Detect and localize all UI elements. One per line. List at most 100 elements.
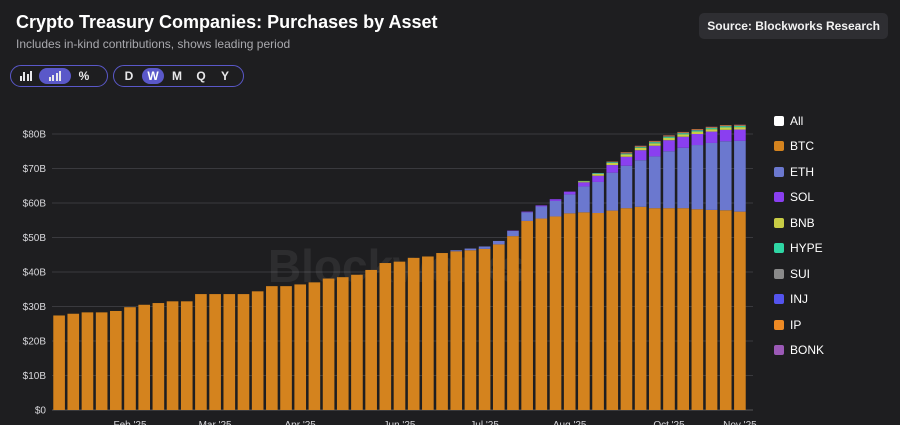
bar-segment-hype[interactable] (606, 162, 619, 163)
bar-segment-btc[interactable] (521, 220, 533, 410)
bar-segment-btc[interactable] (535, 218, 548, 410)
bar-segment-btc[interactable] (507, 236, 519, 410)
bar-segment-bnb[interactable] (592, 174, 604, 176)
bar-segment-ip[interactable] (705, 126, 718, 128)
bar-segment-eth[interactable] (663, 151, 675, 209)
bar-segment-sol[interactable] (705, 131, 718, 143)
bar-segment-btc[interactable] (322, 278, 335, 410)
bar-segment-sol[interactable] (620, 156, 633, 166)
bar-segment-hype[interactable] (719, 126, 732, 128)
bar-segment-btc[interactable] (719, 210, 732, 410)
bar-segment-bnb[interactable] (719, 127, 732, 130)
bar-segment-eth[interactable] (606, 172, 619, 211)
bar-segment-sol[interactable] (535, 205, 548, 207)
bar-segment-bnb[interactable] (663, 137, 675, 141)
bar-segment-ip[interactable] (677, 132, 689, 133)
bar-segment-ip[interactable] (648, 141, 661, 142)
bar-segment-btc[interactable] (166, 301, 179, 410)
bar-segment-hype[interactable] (705, 128, 718, 130)
bar-segment-eth[interactable] (492, 240, 505, 245)
bar-segment-sol[interactable] (592, 175, 604, 182)
bar-segment-eth[interactable] (507, 230, 519, 237)
legend-item-inj[interactable]: INJ (774, 287, 824, 313)
bar-segment-btc[interactable] (422, 256, 434, 410)
bar-segment-btc[interactable] (152, 303, 165, 410)
bar-segment-btc[interactable] (294, 284, 307, 410)
bar-segment-sol[interactable] (734, 129, 746, 141)
bar-segment-btc[interactable] (95, 312, 108, 410)
bar-view-button[interactable] (15, 68, 37, 84)
bar-segment-btc[interactable] (663, 208, 675, 410)
bar-segment-sol[interactable] (663, 140, 675, 152)
bar-segment-eth[interactable] (705, 142, 718, 210)
bar-segment-bnb[interactable] (677, 134, 689, 137)
bar-segment-bnb[interactable] (691, 131, 704, 134)
bar-segment-btc[interactable] (705, 209, 718, 410)
bar-segment-bnb[interactable] (606, 162, 619, 166)
period-button-m[interactable]: M (172, 69, 182, 83)
bar-segment-btc[interactable] (251, 291, 264, 410)
period-button-d[interactable]: D (124, 69, 134, 83)
bar-segment-btc[interactable] (606, 210, 619, 410)
bar-segment-bnb[interactable] (578, 181, 590, 183)
bar-segment-btc[interactable] (677, 208, 689, 410)
bar-segment-btc[interactable] (351, 274, 363, 410)
bar-segment-btc[interactable] (308, 282, 321, 410)
bar-segment-eth[interactable] (634, 160, 647, 207)
bar-segment-bnb[interactable] (734, 127, 746, 130)
bar-segment-sol[interactable] (521, 211, 533, 213)
bar-segment-btc[interactable] (393, 261, 406, 410)
bar-segment-sol[interactable] (578, 182, 590, 187)
bar-segment-btc[interactable] (280, 286, 292, 410)
bar-segment-sol[interactable] (691, 134, 704, 146)
bar-segment-sol[interactable] (606, 165, 619, 173)
bar-segment-eth[interactable] (677, 147, 689, 209)
bar-segment-eth[interactable] (648, 156, 661, 209)
bar-segment-btc[interactable] (180, 301, 193, 410)
bar-segment-btc[interactable] (734, 211, 746, 411)
legend-item-btc[interactable]: BTC (774, 134, 824, 160)
bar-segment-btc[interactable] (478, 248, 491, 410)
bar-segment-btc[interactable] (266, 286, 278, 410)
bar-segment-eth[interactable] (521, 212, 533, 221)
legend-item-sol[interactable]: SOL (774, 185, 824, 211)
legend-item-sui[interactable]: SUI (774, 261, 824, 287)
bar-segment-eth[interactable] (719, 141, 732, 211)
bar-segment-bnb[interactable] (705, 129, 718, 132)
period-button-q[interactable]: Q (196, 69, 206, 83)
bar-segment-btc[interactable] (67, 313, 80, 410)
bar-segment-btc[interactable] (237, 294, 250, 410)
bar-segment-btc[interactable] (53, 315, 65, 410)
bar-segment-sol[interactable] (677, 136, 689, 148)
percent-view-button[interactable]: % (78, 69, 90, 83)
bar-segment-btc[interactable] (492, 244, 505, 410)
bar-segment-hype[interactable] (648, 142, 661, 144)
bar-segment-btc[interactable] (549, 216, 562, 410)
legend-item-all[interactable]: All (774, 108, 824, 134)
bar-segment-btc[interactable] (620, 208, 633, 410)
bar-segment-eth[interactable] (478, 246, 491, 249)
bar-segment-hype[interactable] (592, 173, 604, 175)
bar-segment-eth[interactable] (691, 145, 704, 210)
period-button-w[interactable]: W (142, 68, 164, 84)
bar-segment-btc[interactable] (464, 250, 477, 410)
bar-segment-btc[interactable] (407, 257, 420, 410)
period-button-y[interactable]: Y (220, 69, 229, 83)
bar-segment-btc[interactable] (634, 206, 647, 410)
bar-segment-ip[interactable] (691, 129, 704, 131)
bar-segment-hype[interactable] (734, 126, 746, 128)
bar-segment-btc[interactable] (450, 251, 463, 410)
legend-item-hype[interactable]: HYPE (774, 236, 824, 262)
bar-segment-hype[interactable] (620, 153, 633, 155)
bar-segment-sol[interactable] (648, 145, 661, 157)
bar-segment-eth[interactable] (734, 140, 746, 212)
bar-segment-btc[interactable] (209, 294, 221, 410)
bar-segment-btc[interactable] (138, 304, 151, 410)
bar-segment-btc[interactable] (223, 294, 236, 410)
bar-segment-bnb[interactable] (620, 154, 633, 157)
legend-item-bnb[interactable]: BNB (774, 210, 824, 236)
bar-segment-eth[interactable] (563, 194, 576, 214)
bar-segment-eth[interactable] (592, 181, 604, 214)
bar-segment-btc[interactable] (195, 294, 207, 410)
bar-segment-ip[interactable] (620, 152, 633, 154)
